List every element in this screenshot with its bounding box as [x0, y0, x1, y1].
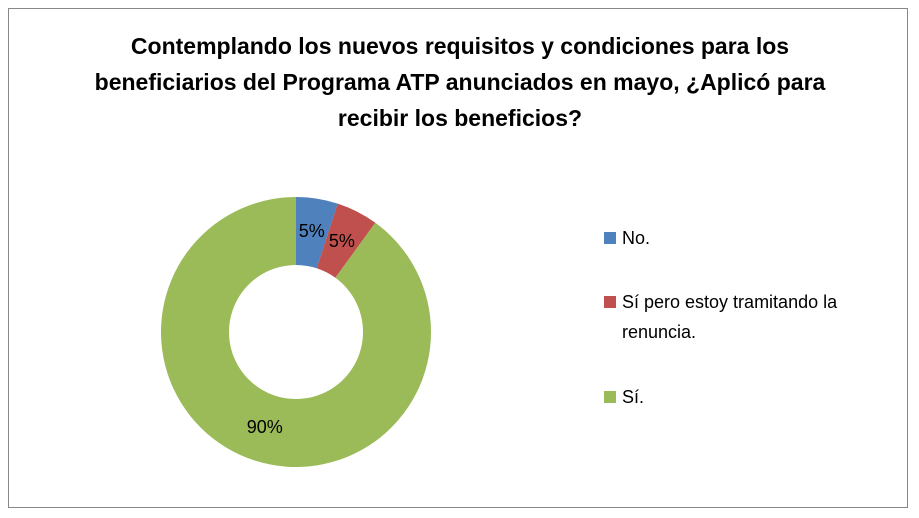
chart-title: Contemplando los nuevos requisitos y con…: [94, 33, 826, 131]
donut-slice: [316, 203, 376, 278]
legend-swatch: [604, 296, 616, 308]
data-label: 5%: [329, 231, 355, 251]
legend-swatch: [604, 391, 616, 403]
legend-label: Sí.: [622, 387, 645, 407]
legend-swatch: [604, 232, 616, 244]
data-label: 5%: [299, 221, 325, 241]
legend-label: Sí pero estoy tramitando la renuncia.: [622, 292, 838, 342]
donut-slice: [296, 197, 338, 269]
donut-slice: [161, 197, 431, 467]
chart-frame: [8, 8, 908, 508]
legend-label: No.: [622, 228, 651, 248]
data-label: 90%: [247, 417, 283, 437]
